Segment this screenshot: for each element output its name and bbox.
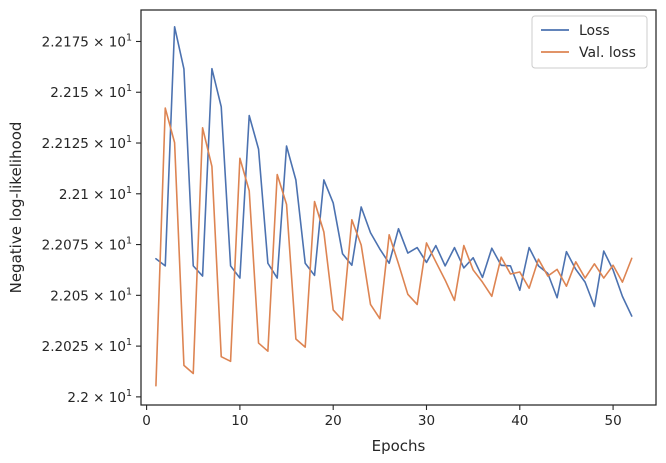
legend: Loss Val. loss: [531, 15, 648, 69]
y-tick-label: 2.2 × 101: [67, 388, 132, 406]
x-tick-label: 10: [231, 413, 248, 429]
legend-box: [531, 15, 648, 69]
y-axis: 2.2 × 101 2.2025 × 101 2.205 × 101 2.2075 ×…: [42, 32, 141, 406]
y-axis-title: Negative log-likelihood: [7, 122, 25, 294]
series-line-loss: [155, 26, 633, 317]
x-tick-label: 50: [604, 413, 621, 429]
series-lines: [155, 26, 633, 387]
y-tick-label: 2.205 × 101: [50, 286, 132, 304]
x-axis-title: Epochs: [372, 437, 426, 455]
x-tick-label: 30: [418, 413, 435, 429]
series-line-val-loss: [155, 107, 633, 387]
y-tick-label: 2.2125 × 101: [42, 134, 132, 152]
x-tick-label: 40: [511, 413, 528, 429]
y-tick-label: 2.2025 × 101: [42, 337, 132, 355]
y-tick-label: 2.215 × 101: [50, 83, 132, 101]
x-tick-label: 0: [142, 413, 151, 429]
x-axis: 0 10 20 30 40 50: [142, 405, 622, 429]
legend-label: Loss: [579, 23, 610, 39]
plot-frame: [140, 9, 657, 406]
y-tick-label: 2.21 × 101: [59, 185, 132, 203]
legend-label: Val. loss: [579, 45, 636, 61]
x-tick-label: 20: [325, 413, 342, 429]
y-tick-label: 2.2075 × 101: [42, 236, 132, 254]
y-tick-label: 2.2175 × 101: [42, 32, 132, 50]
